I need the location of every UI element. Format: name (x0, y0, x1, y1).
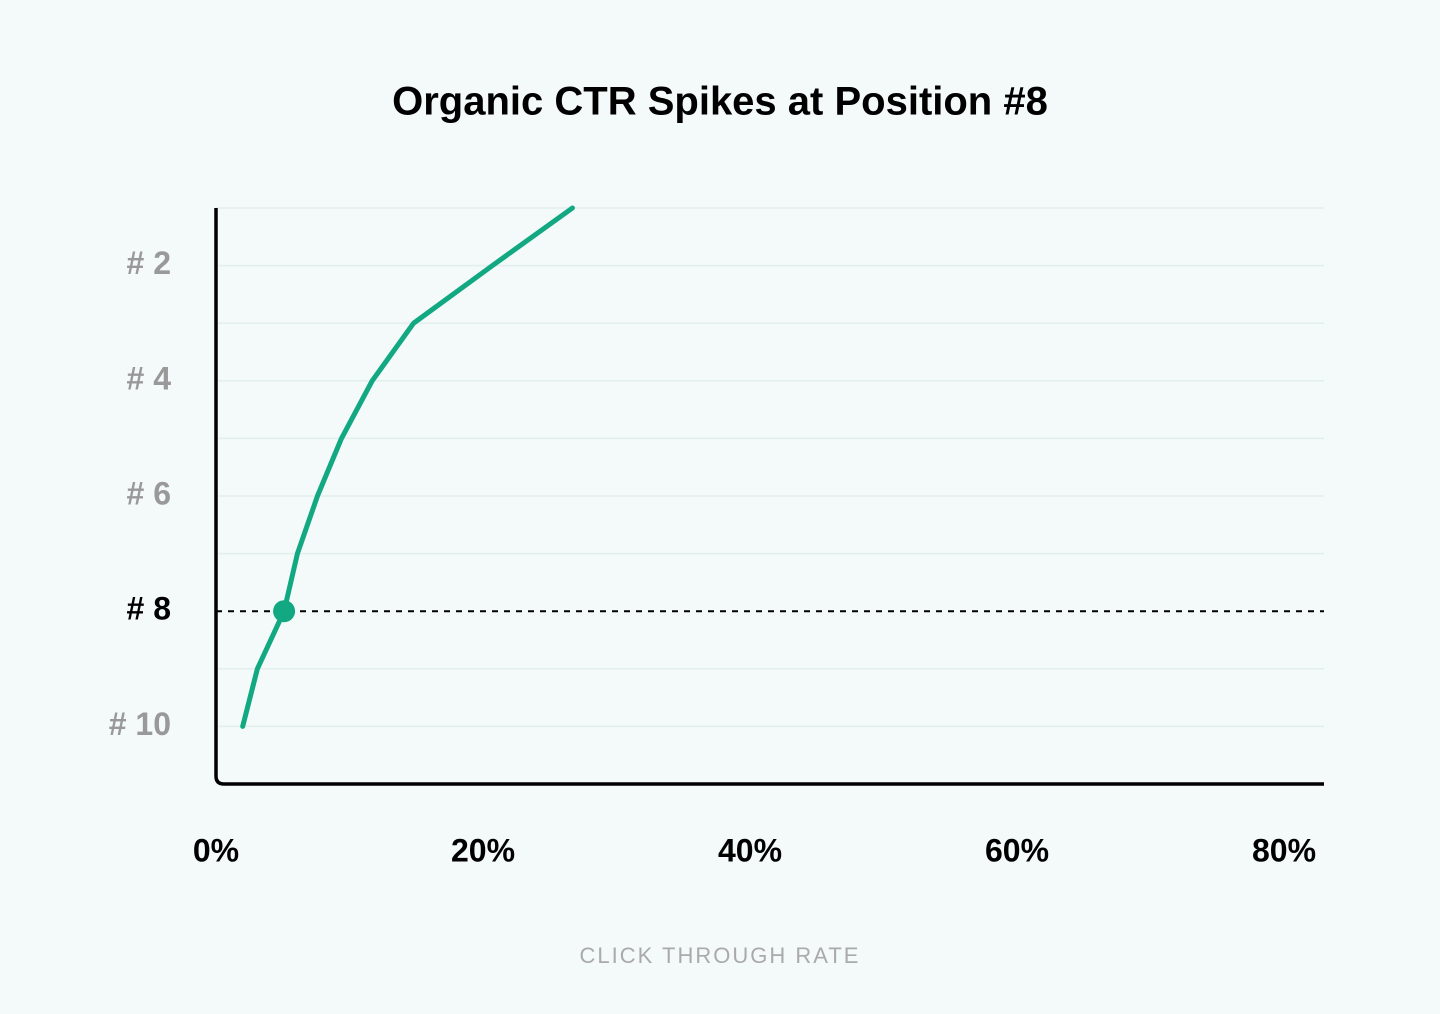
x-axis-label: CLICK THROUGH RATE (580, 943, 861, 968)
x-tick-label: 0% (193, 832, 239, 868)
y-tick-label: # 4 (127, 360, 172, 396)
x-tick-label: 60% (985, 832, 1049, 868)
x-tick-label: 40% (718, 832, 782, 868)
y-tick-label: # 2 (127, 245, 171, 281)
x-tick-label: 20% (451, 832, 515, 868)
x-tick-label: 80% (1252, 832, 1316, 868)
highlight-point (273, 600, 296, 623)
ctr-line (240, 205, 575, 729)
chart-title: Organic CTR Spikes at Position #8 (392, 80, 1048, 124)
y-tick-label: # 8 (127, 591, 171, 627)
axis-line (214, 208, 1324, 786)
y-tick-label: # 6 (127, 475, 171, 511)
y-tick-label: # 10 (109, 706, 171, 742)
